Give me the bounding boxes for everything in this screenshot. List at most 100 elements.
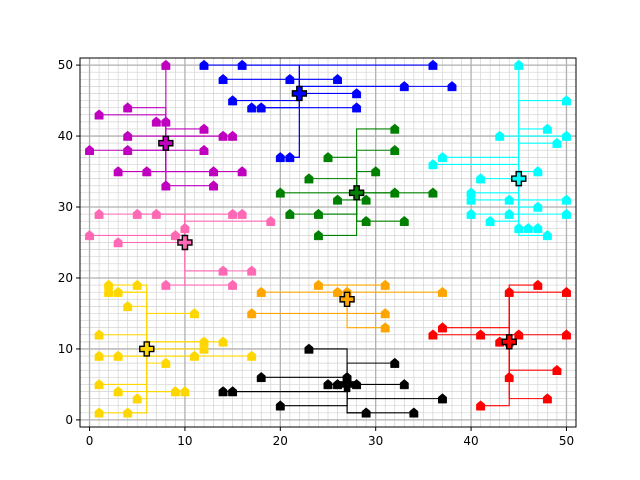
data-point [323,379,333,390]
data-point [562,194,571,205]
data-point [285,152,295,163]
connector-line [99,348,148,385]
connector-line [518,178,548,236]
data-point [428,159,438,170]
data-point [218,336,228,347]
data-point [123,301,133,312]
data-point [85,230,94,241]
data-point [170,386,180,397]
data-point [113,286,123,297]
data-point [209,180,218,191]
data-point [542,230,552,241]
cluster-center-marker [501,334,517,350]
data-point [514,329,524,340]
data-point [485,215,495,226]
data-point [237,59,247,70]
data-point [94,350,104,361]
y-tick-label: 10 [58,342,73,356]
data-point [390,187,400,198]
data-point [85,144,94,155]
data-point [247,350,257,361]
data-point [361,215,371,226]
data-point [371,166,381,177]
data-point [190,350,199,361]
data-point [151,208,161,219]
data-point [237,166,247,177]
data-point [113,350,123,361]
connector-line [346,299,386,329]
data-point [399,81,409,92]
data-point [275,400,285,411]
y-tick-label: 20 [58,271,73,285]
x-axis-tick-labels: 0 10 20 30 40 50 [86,434,574,448]
data-point [94,329,104,340]
axes-frame [79,57,577,428]
connector-line [232,93,300,102]
data-point [361,194,371,205]
data-point [304,173,314,184]
data-point [390,144,400,155]
x-tick-label: 10 [177,434,192,448]
data-point [180,386,190,397]
connector-line [146,348,252,357]
cluster-center-marker [158,135,174,151]
data-point [428,59,438,70]
data-point [237,208,247,219]
data-point [123,407,133,418]
cluster-center-marker [291,85,308,102]
data-point [247,265,257,276]
data-point [151,116,161,127]
data-point [542,123,552,134]
data-point [218,130,228,141]
data-point [256,102,266,113]
data-point [247,308,257,319]
data-point [438,286,447,297]
data-point [428,329,438,340]
cluster-center-marker [177,234,193,251]
connector-line [298,85,405,94]
data-point [352,88,362,99]
data-point [123,130,133,141]
data-point [504,372,514,383]
data-point [161,116,171,127]
data-point [533,201,543,212]
data-point [285,73,295,85]
data-point [132,393,142,404]
data-point [266,215,276,226]
data-point [533,222,543,234]
data-point [333,73,342,85]
data-point [170,230,180,241]
connector-line [146,312,195,349]
data-point [495,130,505,141]
data-point [438,393,447,404]
connector-line [137,284,148,349]
connector-line [184,242,233,286]
x-tick-label: 20 [273,434,288,448]
data-point [352,102,362,113]
cluster-centers [139,85,527,393]
data-points [85,59,571,418]
data-point [94,407,104,418]
connector-line [518,100,567,179]
data-point [399,215,409,226]
y-tick-label: 40 [58,129,73,143]
data-point [275,152,285,163]
data-point [199,144,209,155]
data-point [562,208,571,219]
data-point [562,130,571,141]
data-point [409,407,419,418]
data-point [476,173,486,184]
data-point [228,386,238,397]
data-point [504,208,514,219]
data-point [314,230,323,241]
data-point [390,123,400,134]
data-point [504,286,514,297]
data-point [256,286,266,297]
data-point [333,194,342,205]
data-point [94,208,104,219]
data-point [380,308,390,319]
data-point [228,95,238,106]
data-point [542,393,552,404]
y-tick-label: 30 [58,200,73,214]
